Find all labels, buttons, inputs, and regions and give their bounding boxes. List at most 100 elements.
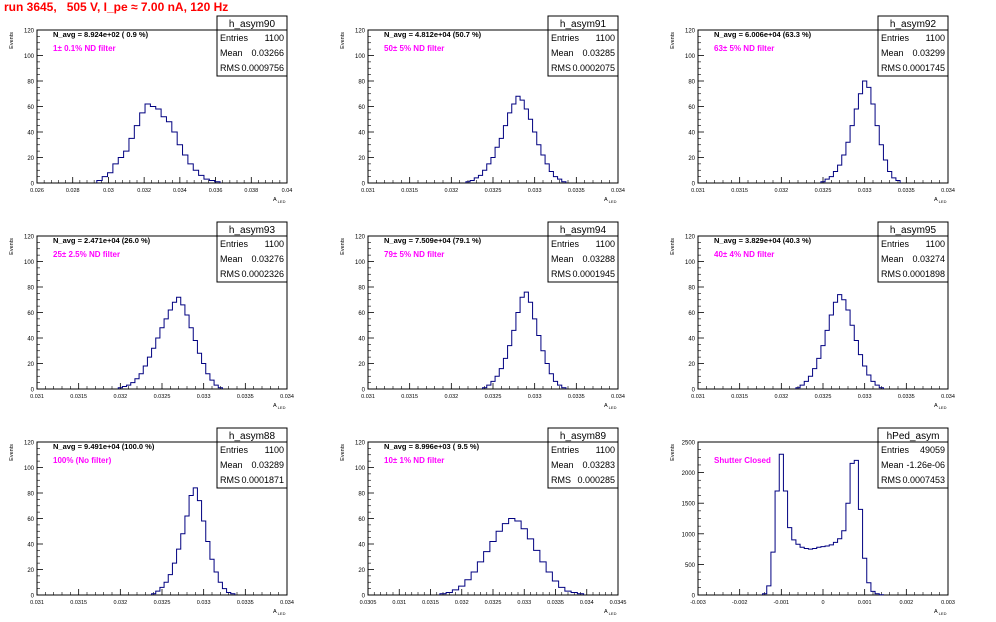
mean-label: Mean	[220, 254, 243, 264]
y-tick-label: 60	[27, 105, 34, 111]
x-tick-label: 0.0325	[154, 394, 171, 400]
x-tick-label: 0.033	[528, 394, 542, 400]
x-tick-label: 0.034	[611, 394, 625, 400]
x-tick-label: 0.032	[444, 188, 458, 194]
x-tick-label: 0.0335	[547, 600, 564, 606]
mean-label: Mean	[551, 460, 574, 470]
entries-value: 49059	[920, 445, 945, 455]
y-tick-label: 100	[355, 260, 366, 266]
x-axis-label: ALED	[604, 609, 617, 616]
y-tick-label: 20	[27, 362, 34, 368]
y-tick-label: 40	[27, 337, 34, 343]
histogram-name: h_asym91	[560, 19, 607, 30]
entries-label: Entries	[881, 445, 910, 455]
y-tick-label: 2000	[682, 471, 696, 477]
x-tick-label: 0.034	[280, 394, 294, 400]
rms-value: 0.0001898	[902, 269, 945, 279]
histogram-panel-h_asym92: 0 20 40 60 80 100 120 0.031 0.0315 0.032 0.0325 0.0…	[670, 15, 955, 204]
y-tick-label: 60	[688, 311, 695, 317]
y-tick-label: 0	[692, 594, 696, 600]
mean-value: 0.03283	[582, 460, 615, 470]
y-tick-label: 0	[31, 594, 35, 600]
x-axis-label: ALED	[273, 197, 286, 204]
navg-label: N_avg = 2.471e+04 (26.0 %)	[53, 236, 151, 245]
rms-label: RMS	[551, 475, 571, 485]
histogram-name: h_asym90	[229, 19, 276, 30]
y-axis-label: Events	[340, 238, 346, 255]
entries-value: 1100	[265, 239, 284, 249]
stats-box	[547, 221, 619, 283]
y-axis-label: Events	[9, 32, 15, 49]
filter-label: 1± 0.1% ND filter	[53, 44, 116, 53]
histogram-line	[96, 103, 221, 183]
entries-value: 1100	[926, 33, 945, 43]
x-tick-label: 0.03	[103, 188, 114, 194]
y-tick-label: 500	[685, 563, 696, 569]
rms-label: RMS	[881, 475, 901, 485]
x-tick-label: 0.0315	[401, 394, 418, 400]
x-tick-label: 0.031	[361, 188, 375, 194]
stats-box	[877, 15, 949, 77]
x-tick-label: 0.032	[113, 600, 127, 606]
entries-label: Entries	[220, 239, 249, 249]
x-axis-label: ALED	[934, 609, 947, 616]
y-tick-label: 120	[685, 29, 696, 35]
navg-label: N_avg = 8.996e+03 ( 9.5 %)	[384, 442, 480, 451]
y-axis-label: Events	[670, 32, 676, 49]
y-tick-label: 80	[27, 492, 34, 498]
x-axis-label: ALED	[273, 403, 286, 410]
y-tick-label: 2500	[682, 441, 696, 447]
y-tick-label: 80	[358, 80, 365, 86]
rms-value: 0.000285	[577, 475, 615, 485]
histogram-name: h_asym94	[560, 225, 607, 236]
x-tick-label: 0.033	[858, 394, 872, 400]
stats-box	[216, 15, 288, 77]
x-axis-label-sub: LED	[278, 611, 286, 616]
rms-value: 0.0009756	[241, 63, 284, 73]
rms-value: 0.0001945	[572, 269, 615, 279]
entries-label: Entries	[220, 33, 249, 43]
x-axis-label-main: A	[273, 403, 277, 409]
y-tick-label: 60	[27, 517, 34, 523]
stats-box	[547, 427, 619, 489]
histogram-line	[151, 487, 236, 595]
x-axis-label-sub: LED	[609, 611, 617, 616]
histogram-line	[795, 294, 884, 389]
x-tick-label: 0.034	[941, 394, 955, 400]
rms-label: RMS	[881, 63, 901, 73]
histogram-panel-h_asym91: 0 20 40 60 80 100 120 0.031 0.0315 0.032 0.0325 0.0…	[340, 15, 625, 204]
y-tick-label: 100	[24, 466, 35, 472]
rms-label: RMS	[551, 63, 571, 73]
histogram-panel-h_asym94: 0 20 40 60 80 100 120 0.031 0.0315 0.032 0.0325 0.0…	[340, 221, 625, 410]
entries-value: 1100	[265, 445, 284, 455]
y-tick-label: 0	[692, 388, 696, 394]
mean-value: -1.26e-06	[906, 460, 945, 470]
y-tick-label: 0	[362, 182, 366, 188]
entries-value: 1100	[265, 33, 284, 43]
histogram-name: h_asym95	[890, 225, 937, 236]
histogram-line	[439, 518, 585, 595]
x-tick-label: 0.034	[173, 188, 187, 194]
mean-label: Mean	[220, 460, 243, 470]
y-tick-label: 40	[27, 543, 34, 549]
x-tick-label: 0.002	[899, 600, 913, 606]
navg-label: N_avg = 9.491e+04 (100.0 %)	[53, 442, 155, 451]
rms-label: RMS	[551, 269, 571, 279]
y-tick-label: 40	[688, 131, 695, 137]
stats-box	[877, 221, 949, 283]
histogram-name: h_asym88	[229, 431, 276, 442]
y-tick-label: 0	[692, 182, 696, 188]
page-title: run 3645, 505 V, I_pe ≈ 7.00 nA, 120 Hz	[4, 0, 229, 14]
rms-label: RMS	[220, 475, 240, 485]
y-tick-label: 60	[27, 311, 34, 317]
stats-box	[216, 427, 288, 489]
x-tick-label: 0.003	[941, 600, 955, 606]
x-tick-label: 0.026	[30, 188, 44, 194]
x-axis-label-main: A	[934, 197, 938, 203]
y-axis-label: Events	[9, 238, 15, 255]
x-tick-label: 0.032	[774, 394, 788, 400]
y-tick-label: 100	[24, 260, 35, 266]
x-axis-label: ALED	[604, 403, 617, 410]
filter-label: 100% (No filter)	[53, 456, 112, 465]
x-axis-label: ALED	[934, 197, 947, 204]
